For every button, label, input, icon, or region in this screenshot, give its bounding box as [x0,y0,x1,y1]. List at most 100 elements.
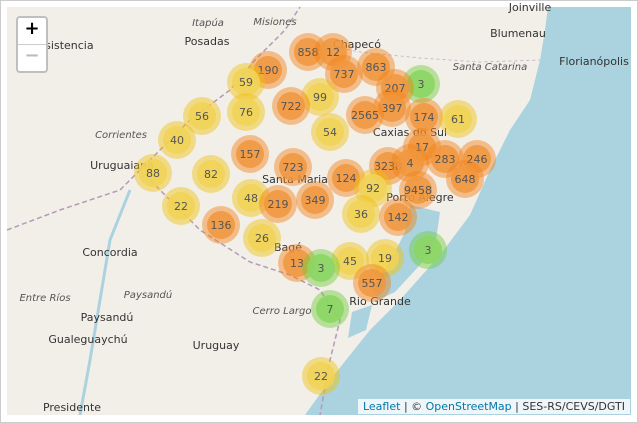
cluster [410,103,438,131]
place-label: Gualeguaychú [48,333,127,346]
place-label: esistencia [38,39,93,52]
place-label: Paysandú [81,311,134,324]
cluster [351,101,379,129]
cluster-count: 48 [244,192,258,205]
leaflet-link[interactable]: Leaflet [362,400,401,413]
cluster-count: 59 [239,76,253,89]
cluster-count: 2565 [351,109,379,122]
cluster [237,184,265,212]
cluster-count: 3238 [374,160,402,173]
place-label: Paysandú [124,289,172,301]
cluster [359,174,387,202]
cluster-count: 722 [281,100,302,113]
cluster [407,70,435,98]
cluster [444,105,472,133]
cluster [232,98,260,126]
cluster [316,295,344,323]
lagoon [348,305,372,338]
cluster-count: 54 [323,126,337,139]
cluster [294,38,322,66]
cluster [283,249,311,277]
place-label: Entre Ríos [19,292,70,304]
lagoon [372,205,440,300]
cluster [232,68,260,96]
cluster [188,102,216,130]
cluster-count: 40 [170,134,184,147]
cluster-count: 174 [414,111,435,124]
cluster [431,145,459,173]
place-label: Uruguay [193,339,240,352]
place-label: Misiones [253,17,296,28]
cluster [254,56,282,84]
cluster [319,38,347,66]
cluster [248,224,276,252]
attribution-text: | SES-RS/CEVS/DGTI [515,400,625,413]
cluster-count: 3 [418,78,425,91]
cluster [371,244,399,272]
cluster-count: 26 [255,232,269,245]
cluster-count: 9458 [404,184,432,197]
cluster [374,152,402,180]
cluster-count: 136 [211,219,232,232]
cluster [139,159,167,187]
cluster-count: 82 [204,168,218,181]
cluster-count: 99 [313,91,327,104]
place-label: Uruguaiana [90,159,154,172]
cluster [301,186,329,214]
cluster-count: 17 [415,141,429,154]
cluster-count: 723 [283,161,304,174]
zoom-out[interactable]: − [24,45,40,66]
cluster-count: 36 [354,208,368,221]
river [78,189,132,416]
cluster [307,254,335,282]
sea [305,7,631,415]
cluster [316,118,344,146]
border [299,39,541,63]
place-label: Rio Grande [349,295,411,308]
cluster [197,160,225,188]
cluster-count: 76 [239,106,253,119]
cluster [414,236,442,264]
cluster [358,269,386,297]
cluster-count: 737 [334,68,355,81]
cluster-count: 190 [258,64,279,77]
cluster-count: 3 [425,244,432,257]
cluster [347,200,375,228]
cluster-count: 283 [435,153,456,166]
cluster-count: 61 [451,113,465,126]
place-label: Blumenau [490,27,546,40]
cluster [332,164,360,192]
cluster-count: 3 [318,262,325,275]
cluster [396,149,424,177]
cluster-count: 349 [305,194,326,207]
place-label: Santa Catarina [453,62,528,73]
cluster-count: 863 [366,61,387,74]
cluster [404,176,432,204]
cluster-count: 45 [343,255,357,268]
cluster [163,126,191,154]
cluster [306,83,334,111]
place-label: Corrientes [95,130,147,141]
cluster [279,153,307,181]
cluster [264,190,292,218]
cluster-count: 142 [388,211,409,224]
cluster [451,165,479,193]
place-label: Itapúa [192,17,224,29]
cluster-count: 246 [467,153,488,166]
cluster-count: 219 [268,198,289,211]
place-label: Concordia [82,246,137,259]
cluster [307,362,335,390]
cluster-count: 557 [362,277,383,290]
cluster-count: 124 [336,172,357,185]
cluster-count: 13 [290,257,304,270]
place-label: Posadas [185,35,230,48]
cluster [384,203,412,231]
cluster [207,211,235,239]
osm-link[interactable]: OpenStreetMap [425,400,512,413]
cluster-count: 22 [314,370,328,383]
cluster-count: 22 [174,200,188,213]
zoom-control: + − [16,16,48,73]
zoom-in[interactable]: + [18,18,46,45]
cluster-count: 207 [385,82,406,95]
